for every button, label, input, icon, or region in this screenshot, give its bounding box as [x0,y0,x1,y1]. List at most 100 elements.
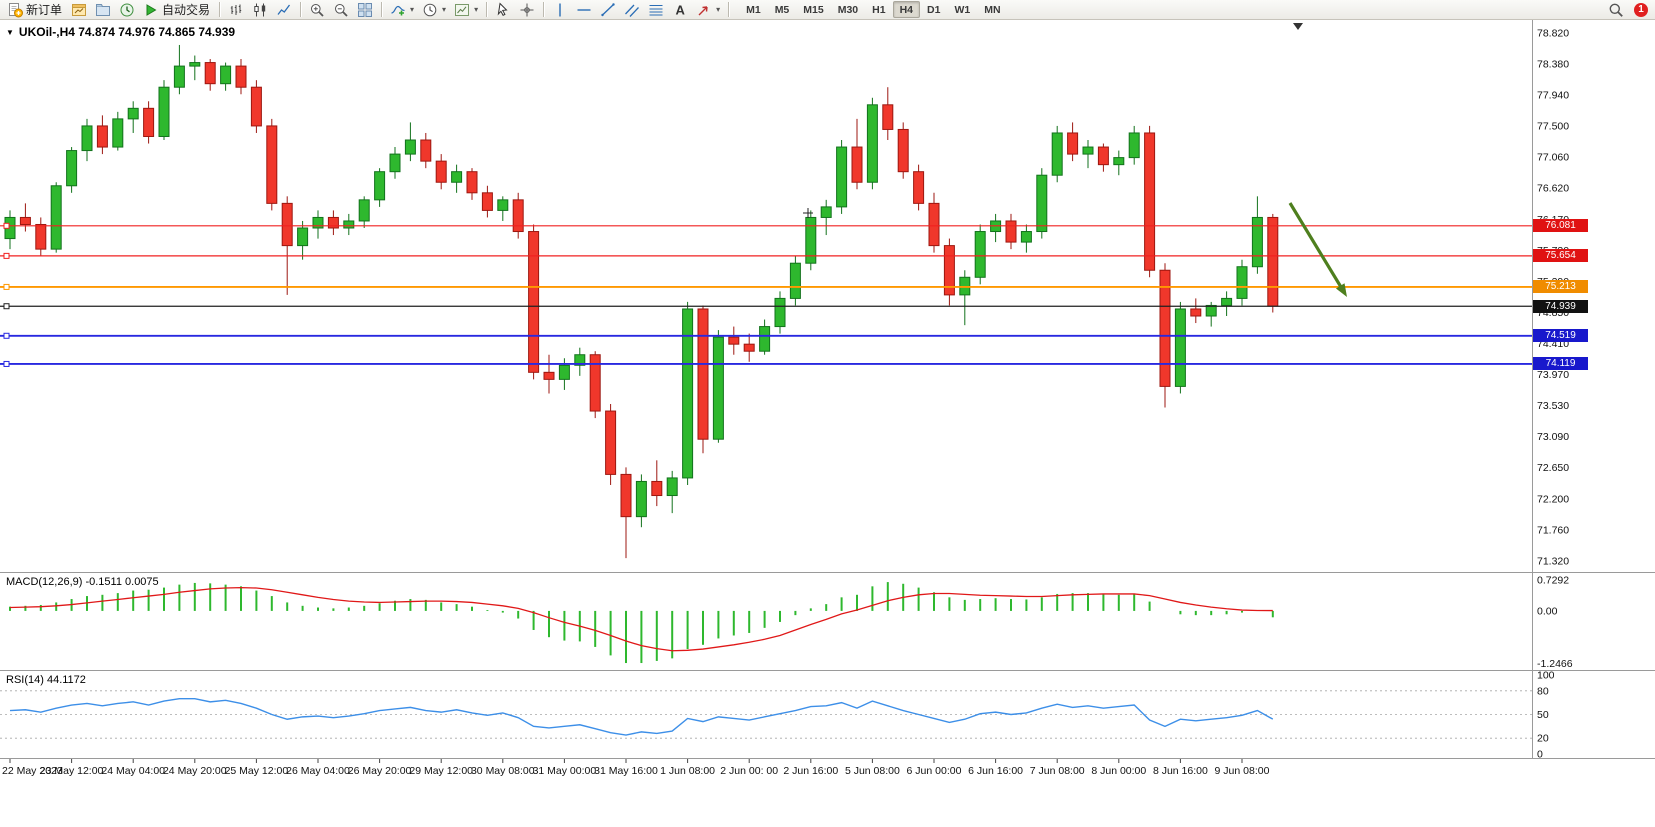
timeframe-m1-button[interactable]: M1 [746,4,761,16]
timeframe-h1-button[interactable]: H1 [872,4,886,16]
toolbar: 新订单 自动交易 ▾ ▾ ▾ A ▾ M1 M5 M15 M30 H1 H4 D1 W1 MN 1 [0,0,1655,20]
indicators-button[interactable]: ▾ [386,1,418,19]
periods-button[interactable]: ▾ [418,1,450,19]
crosshair-button[interactable] [515,1,539,19]
cross-marker [803,208,813,218]
search-icon [1609,3,1623,17]
timeframe-m15-button[interactable]: M15 [803,4,824,16]
horizontal-line-objects[interactable] [0,222,1532,367]
line-chart-button[interactable] [272,1,296,19]
svg-text:A: A [676,2,686,17]
svg-text:8 Jun 16:00: 8 Jun 16:00 [1153,765,1208,777]
timeframe-mn-button[interactable]: MN [984,4,1001,16]
timeframe-w1-button[interactable]: W1 [954,4,971,16]
bars-icon [230,4,242,15]
svg-text:73.090: 73.090 [1537,431,1569,443]
new-order-button[interactable]: 新订单 [3,1,67,19]
trendline-button[interactable] [596,1,620,19]
indicator-plus-icon [391,5,405,15]
svg-text:72.650: 72.650 [1537,462,1569,474]
tile-windows-button[interactable] [353,1,377,19]
zoom-in-button[interactable] [305,1,329,19]
profiles-button[interactable] [91,1,115,19]
cursor-button[interactable] [491,1,515,19]
vertical-line-button[interactable] [548,1,572,19]
arrows-button[interactable]: ▾ [692,1,724,19]
clock-icon [423,3,437,16]
candlestick-series [4,44,1279,559]
svg-text:2 Jun 00: 00: 2 Jun 00: 00 [720,765,778,777]
price-scale[interactable]: 78.82078.38077.94077.50077.06076.62076.1… [1537,28,1569,568]
svg-text:73.970: 73.970 [1537,369,1569,381]
timeframe-m30-button[interactable]: M30 [837,4,859,16]
polyline-icon [277,4,291,15]
horizontal-line-button[interactable] [572,1,596,19]
svg-text:8 Jun 00:00: 8 Jun 00:00 [1091,765,1146,777]
hline-tag: 75.654 [1533,249,1588,263]
search-button[interactable] [1604,1,1628,19]
hline-icon [577,8,591,11]
chart-shift-marker[interactable] [1293,23,1303,30]
dropdown-caret-icon: ▾ [442,5,447,14]
svg-text:6 Jun 00:00: 6 Jun 00:00 [907,765,962,777]
toolbar-right: 1 [1604,1,1652,19]
market-watch-button[interactable] [115,1,139,19]
svg-text:29 May 12:00: 29 May 12:00 [409,765,473,777]
channel-icon [625,4,640,17]
bar-chart-button[interactable] [224,1,248,19]
svg-text:9 Jun 08:00: 9 Jun 08:00 [1215,765,1270,777]
svg-text:0.00: 0.00 [1537,605,1558,617]
svg-text:100: 100 [1537,670,1555,682]
chart-title: ▼ UKOil-,H4 74.874 74.976 74.865 74.939 [6,25,235,39]
zoom-out-button[interactable] [329,1,353,19]
new-chart-button[interactable] [67,1,91,19]
dropdown-caret-icon: ▾ [716,5,721,14]
equidistant-channel-button[interactable] [620,1,644,19]
svg-text:-1.2466: -1.2466 [1537,658,1573,670]
hline-tag: 75.213 [1533,280,1588,294]
toolbar-divider [543,2,545,17]
svg-text:31 May 00:00: 31 May 00:00 [533,765,597,777]
macd-pane: 0.7292 0.00 -1.2466 [9,575,1573,670]
timeframe-m5-button[interactable]: M5 [774,4,790,16]
play-green-icon [146,3,157,16]
notification-badge[interactable]: 1 [1634,2,1648,17]
text-a-icon: A [676,2,686,17]
macd-indicator-title: MACD(12,26,9) -0.1511 0.0075 [6,576,159,588]
arrow-annotation[interactable] [1288,202,1347,297]
toolbar-divider [300,2,302,17]
autotrading-button[interactable]: 自动交易 [139,1,215,19]
doc-plus-icon [9,2,23,17]
candles-icon [254,3,266,16]
price-chart-canvas[interactable]: 78.82078.38077.94077.50077.06076.62076.1… [0,20,1655,810]
fibonacci-button[interactable] [644,1,668,19]
svg-text:78.380: 78.380 [1537,58,1569,70]
cursor-icon [497,1,508,16]
hline-tag: 74.119 [1533,357,1588,371]
templates-button[interactable]: ▾ [450,1,482,19]
svg-text:20: 20 [1537,733,1549,745]
svg-text:24 May 04:00: 24 May 04:00 [101,765,165,777]
profiles-icon [96,3,111,16]
dropdown-caret-icon: ▾ [410,5,415,14]
svg-text:31 May 16:00: 31 May 16:00 [594,765,658,777]
text-button[interactable]: A [668,1,692,19]
svg-text:71.760: 71.760 [1537,525,1569,537]
timeframe-d1-button[interactable]: D1 [927,4,941,16]
arrow-obj-icon [698,5,708,15]
pane-separators [0,20,1655,759]
chart-collapse-icon[interactable]: ▼ [6,28,14,37]
svg-text:22 May 2023: 22 May 2023 [2,765,63,777]
svg-text:23 May 12:00: 23 May 12:00 [40,765,104,777]
candle-chart-button[interactable] [248,1,272,19]
toolbar-divider [219,2,221,17]
timeframe-h4-button[interactable]: H4 [892,1,921,18]
svg-text:80: 80 [1537,685,1549,697]
zoom-in-icon [311,3,324,17]
chart-area[interactable]: 78.82078.38077.94077.50077.06076.62076.1… [0,20,1655,827]
svg-text:71.320: 71.320 [1537,556,1569,568]
svg-text:2 Jun 16:00: 2 Jun 16:00 [783,765,838,777]
svg-text:1 Jun 08:00: 1 Jun 08:00 [660,765,715,777]
